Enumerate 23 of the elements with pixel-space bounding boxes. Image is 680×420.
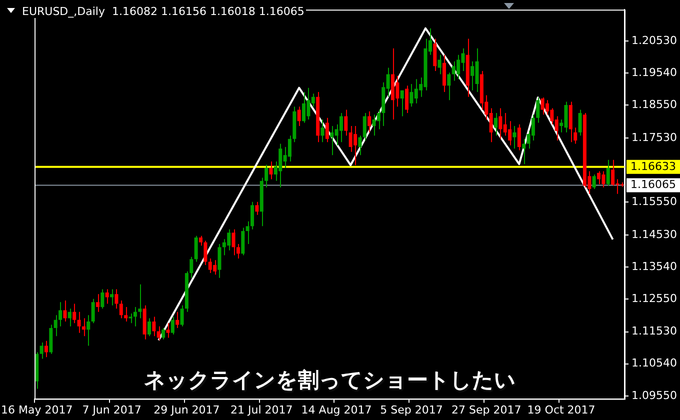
ref-line-label: 1.16065: [630, 178, 676, 192]
x-tick-label: 19 Oct 2017: [527, 403, 596, 416]
x-tick-label: 16 May 2017: [1, 403, 73, 416]
y-tick-label: 1.11530: [632, 324, 678, 338]
y-tick-label: 1.13540: [632, 260, 678, 273]
y-tick-label: 1.12550: [632, 292, 678, 305]
x-tick-label: 27 Sep 2017: [452, 403, 522, 416]
x-tick-label: 21 Jul 2017: [230, 403, 293, 416]
x-tick-label: 7 Jun 2017: [82, 403, 142, 416]
y-tick-label: 1.20530: [632, 34, 678, 47]
x-tick-label: 5 Sep 2017: [380, 403, 443, 416]
y-tick-label: 1.17530: [632, 130, 678, 144]
y-tick-label: 1.15550: [632, 194, 678, 208]
y-tick-label: 1.09550: [632, 388, 678, 402]
annotation: ネックラインを割ってショートしたい: [144, 368, 516, 392]
y-tick-label: 1.18550: [632, 98, 678, 111]
y-tick-label: 1.10540: [632, 356, 678, 370]
x-tick-label: 29 Jun 2017: [154, 403, 220, 416]
ref-line-label: 1.16633: [630, 160, 676, 173]
chart-title: EURUSD_,Daily 1.16082 1.16156 1.16018 1.16065: [20, 5, 306, 18]
y-tick-label: 1.14530: [632, 228, 678, 241]
y-tick-label: 1.19540: [632, 66, 678, 79]
x-tick-label: 14 Aug 2017: [301, 403, 372, 416]
